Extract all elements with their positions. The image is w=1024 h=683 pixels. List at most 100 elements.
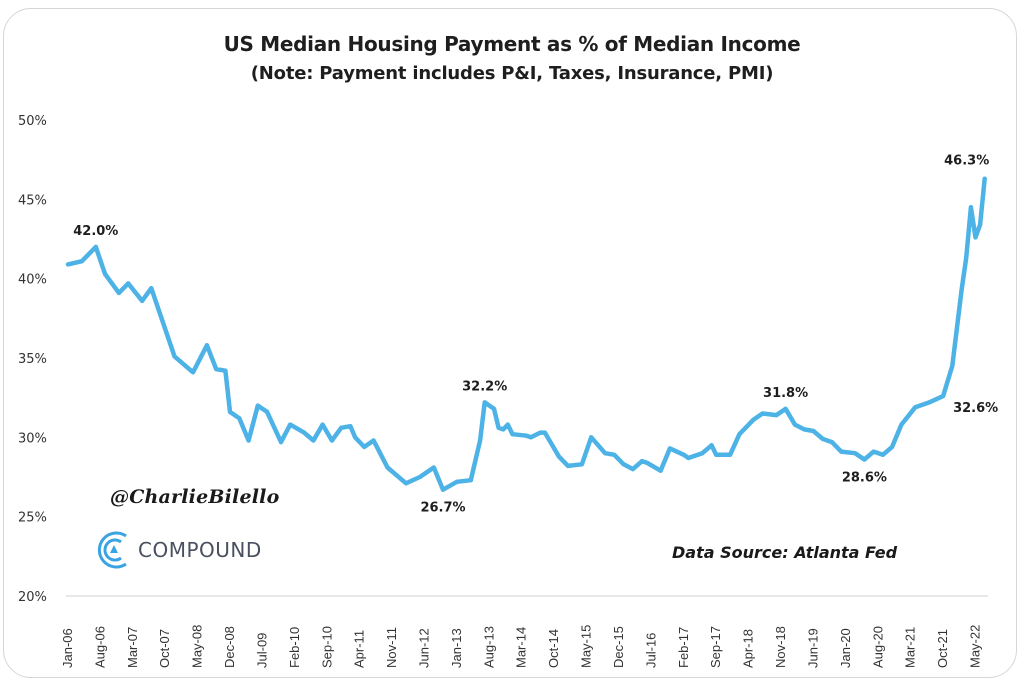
compound-logo-icon	[97, 531, 127, 569]
data-point	[890, 444, 895, 449]
data-point	[751, 417, 756, 422]
chart-subtitle: (Note: Payment includes P&I, Taxes, Insu…	[250, 63, 774, 84]
data-point	[658, 468, 663, 473]
x-tick-label: May-15	[579, 625, 594, 668]
data-point	[454, 479, 459, 484]
data-point	[501, 427, 506, 432]
data-point	[149, 286, 154, 291]
data-point	[505, 422, 510, 427]
data-point	[191, 370, 195, 375]
data-label: 46.3%	[944, 154, 989, 169]
data-point	[853, 451, 858, 456]
x-tick-label: Apr-11	[352, 630, 367, 668]
compound-logo: COMPOUND	[96, 530, 262, 570]
data-point	[978, 222, 983, 227]
data-point	[482, 400, 487, 405]
data-point	[556, 454, 561, 459]
data-point	[968, 205, 973, 210]
x-tick-label: Jul-16	[643, 633, 658, 668]
data-point	[950, 363, 955, 368]
y-tick-label: 40%	[18, 273, 47, 288]
y-tick-label: 35%	[18, 352, 47, 367]
data-point	[603, 451, 608, 456]
data-point	[279, 440, 283, 445]
x-tick-label: Apr-18	[741, 629, 756, 668]
data-point	[204, 343, 209, 348]
data-point	[760, 411, 765, 416]
data-point	[792, 422, 797, 427]
data-point	[820, 436, 825, 441]
data-point	[941, 394, 946, 399]
y-tick-label: 45%	[18, 193, 47, 208]
data-point	[140, 298, 145, 303]
x-tick-label: Sep-10	[319, 626, 334, 668]
data-point	[339, 425, 344, 430]
data-label: 31.8%	[763, 386, 808, 401]
data-point	[802, 427, 807, 432]
logo-text: COMPOUND	[138, 538, 262, 562]
data-point	[496, 425, 501, 430]
data-point	[681, 452, 686, 457]
data-point	[640, 459, 645, 464]
x-tick-label: Dec-08	[222, 626, 237, 668]
data-point	[255, 403, 260, 408]
data-point	[417, 475, 422, 479]
data-point	[862, 457, 867, 462]
data-point	[116, 290, 121, 295]
data-point	[927, 400, 932, 405]
x-tick-label: Mar-14	[514, 627, 529, 668]
x-tick-label: Jun-12	[417, 628, 432, 668]
data-label: 32.6%	[953, 401, 998, 416]
data-point	[362, 444, 367, 449]
data-point	[468, 478, 473, 483]
data-point	[871, 449, 876, 454]
data-point	[441, 487, 445, 492]
data-point	[899, 422, 904, 427]
data-point	[737, 432, 742, 437]
data-point	[246, 438, 251, 443]
x-tick-label: Mar-07	[125, 627, 140, 668]
chart-title: US Median Housing Payment as % of Median…	[223, 32, 801, 56]
x-tick-label: Feb-17	[676, 627, 691, 668]
author-handle: @CharlieBilello	[110, 486, 280, 508]
y-tick-label: 25%	[18, 511, 47, 526]
data-point	[223, 368, 228, 373]
data-point	[302, 430, 307, 435]
data-point	[589, 435, 594, 440]
data-point	[714, 452, 719, 457]
x-tick-label: Dec-15	[611, 626, 626, 668]
data-point	[964, 256, 969, 260]
data-point	[667, 446, 672, 451]
data-point	[431, 465, 436, 470]
data-point	[172, 354, 177, 359]
data-point	[353, 435, 358, 440]
data-point	[811, 429, 816, 433]
data-point	[348, 424, 353, 429]
x-tick-label: Oct-14	[546, 629, 561, 668]
data-point	[126, 281, 131, 286]
data-point	[265, 409, 270, 414]
data-point	[644, 460, 649, 465]
data-label: 26.7%	[420, 501, 465, 516]
data-point	[79, 259, 84, 264]
data-point	[492, 406, 496, 411]
data-point	[510, 432, 515, 437]
data-point	[542, 430, 547, 435]
series-line	[65, 176, 987, 492]
data-point	[686, 456, 691, 460]
data-point	[320, 422, 325, 427]
data-points	[66, 176, 987, 492]
data-point	[728, 452, 733, 457]
x-tick-label: May-22	[967, 625, 982, 668]
x-tick-label: May-08	[190, 625, 205, 668]
data-point	[404, 481, 408, 486]
x-tick-label: Mar-21	[903, 627, 918, 668]
y-axis: 20% 25% 30% 35% 40% 45% 50%	[18, 114, 47, 605]
data-label: 28.6%	[842, 471, 887, 486]
data-point	[973, 235, 978, 240]
data-point	[959, 287, 964, 292]
data-point	[237, 416, 242, 421]
y-tick-label: 50%	[18, 114, 47, 129]
x-tick-label: Jun-19	[805, 628, 820, 668]
data-point	[829, 440, 834, 445]
